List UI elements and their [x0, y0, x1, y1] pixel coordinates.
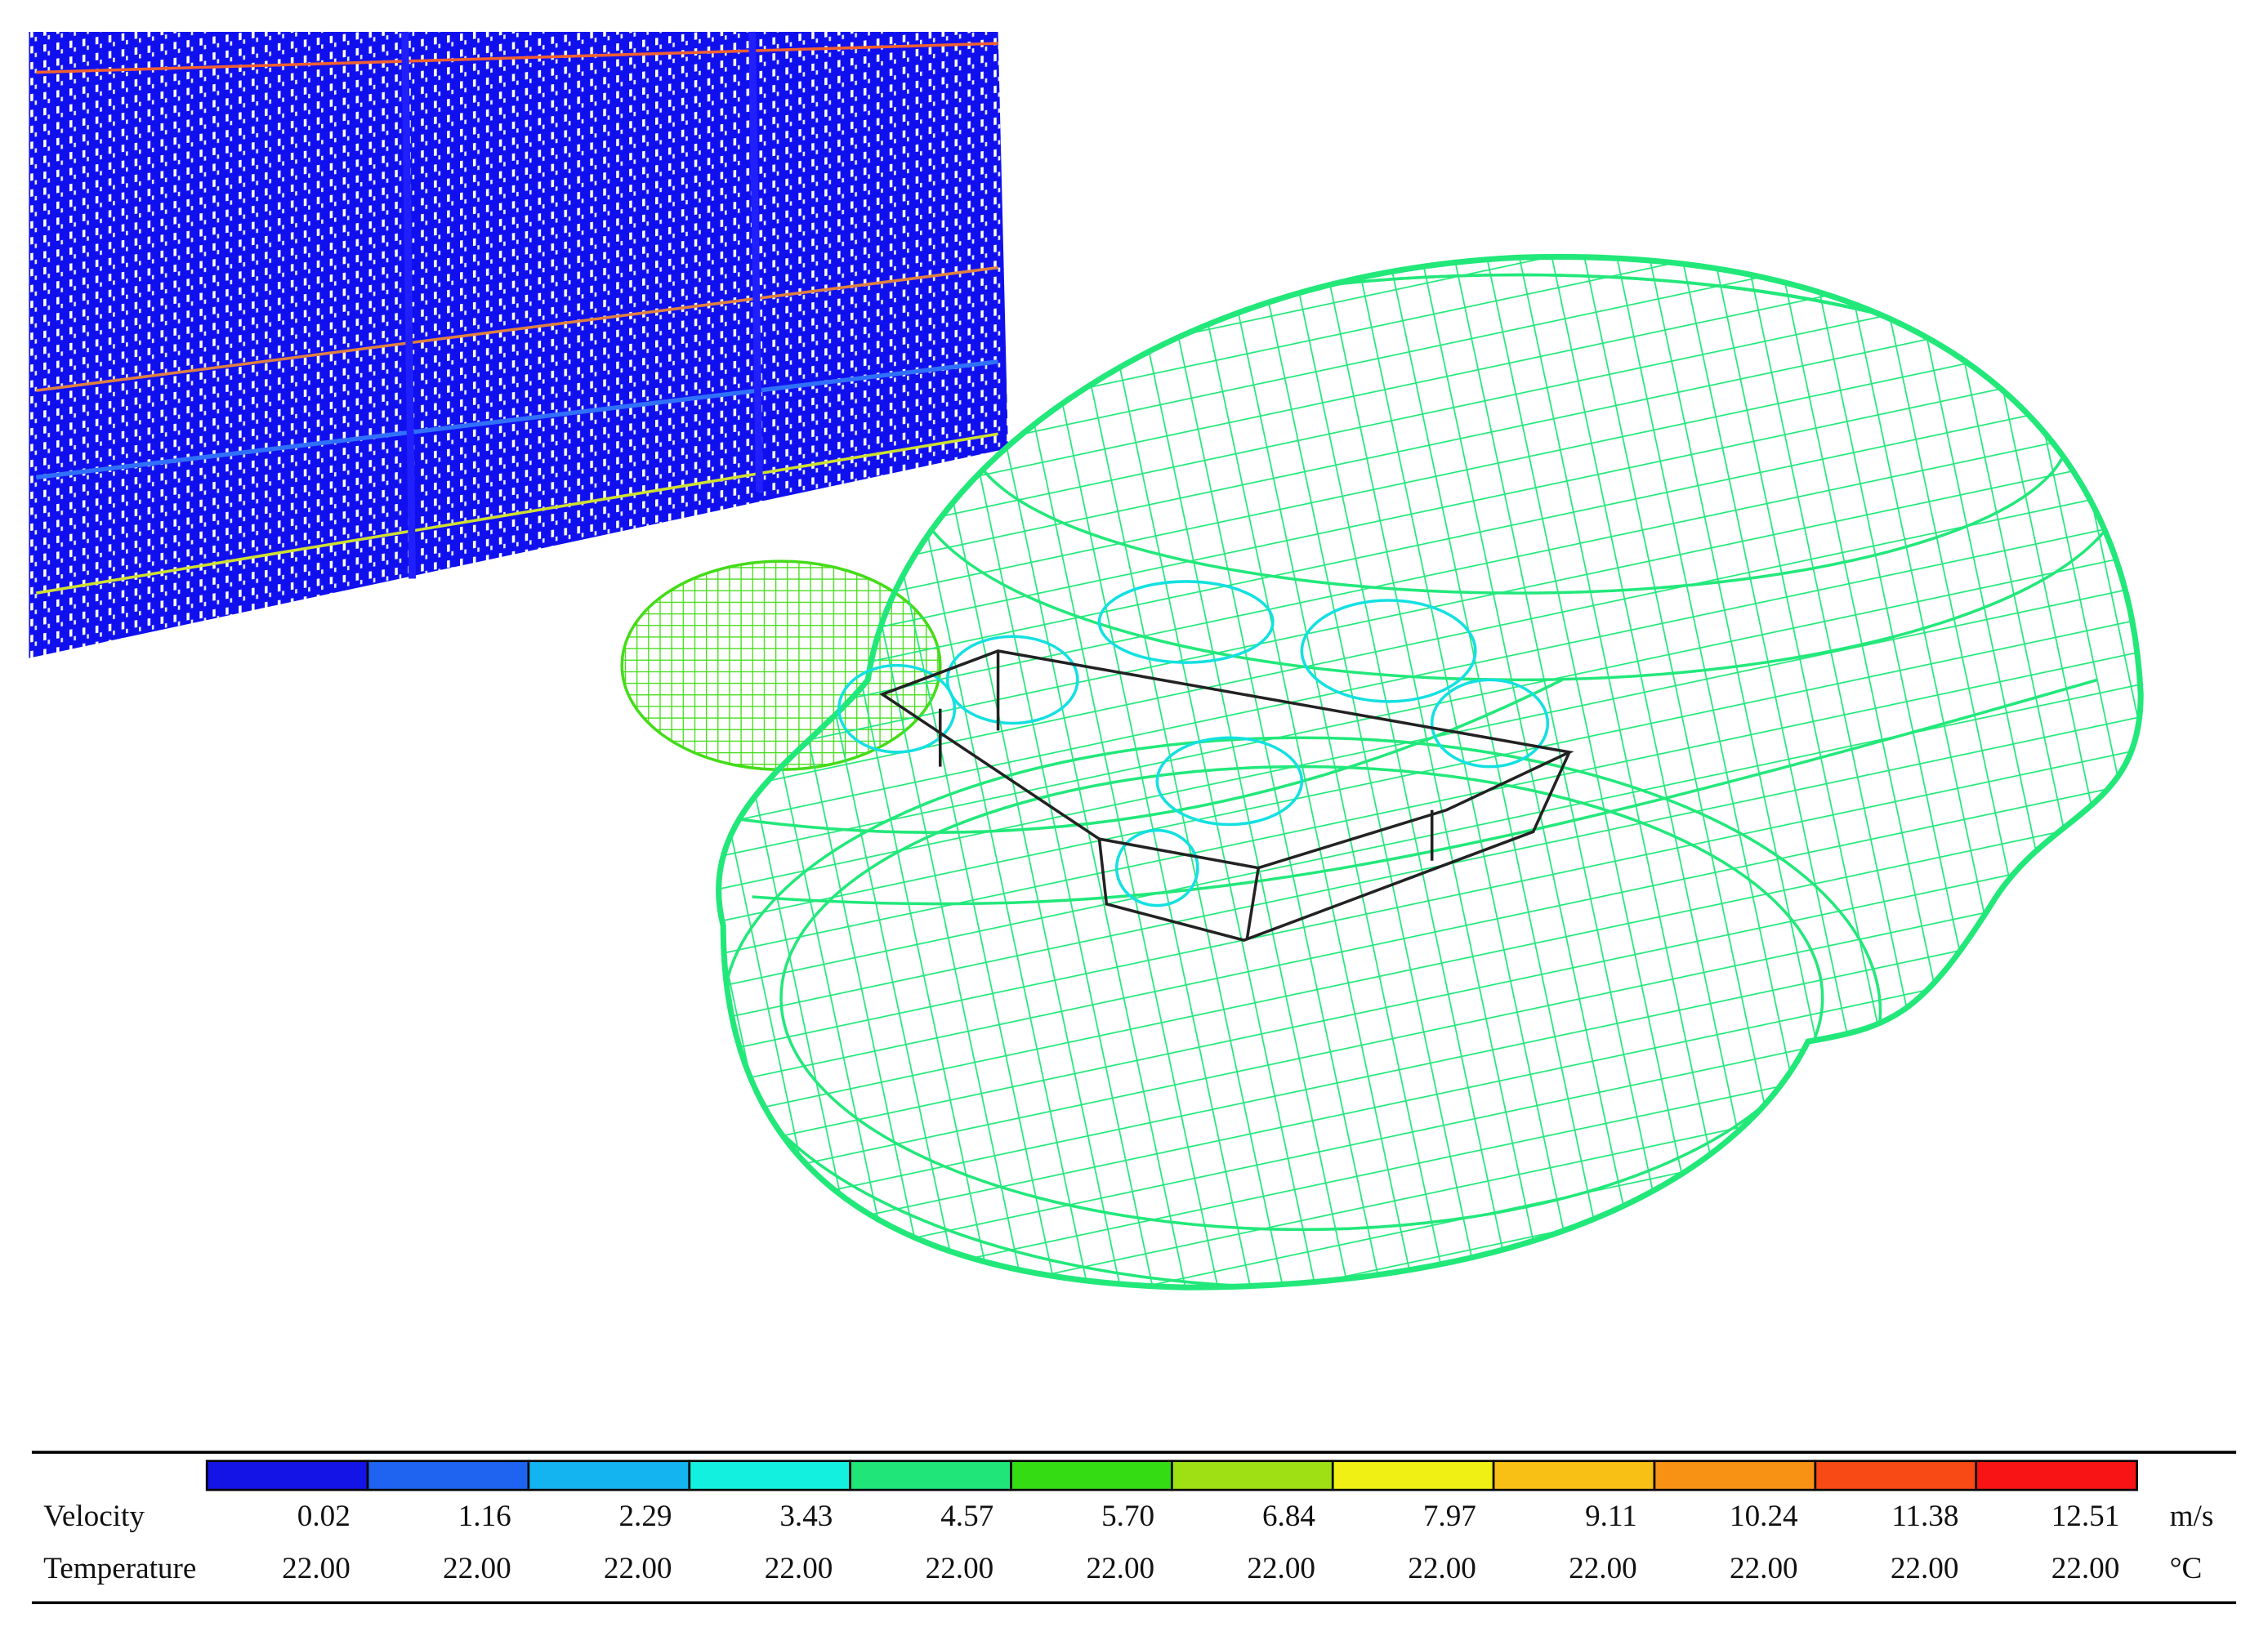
row-value: 11.38 [1891, 1500, 1958, 1533]
legend-swatch [1492, 1460, 1656, 1491]
legend-swatch [527, 1460, 691, 1491]
row-value: 22.00 [1569, 1552, 1637, 1585]
row-value: 22.00 [926, 1552, 994, 1585]
row-value: 5.70 [1101, 1500, 1154, 1533]
row-label: Temperature [43, 1552, 196, 1585]
legend-swatch [205, 1460, 369, 1491]
row-value: 22.00 [604, 1552, 672, 1585]
row-value: 3.43 [779, 1500, 833, 1533]
legend-swatch [1653, 1460, 1817, 1491]
row-value: 4.57 [940, 1500, 993, 1533]
legend-swatch [1814, 1460, 1978, 1491]
row-value: 22.00 [2051, 1552, 2120, 1585]
car-wireframe [620, 253, 2144, 1291]
row-value: 22.00 [443, 1552, 511, 1585]
row-unit: m/s [2170, 1500, 2214, 1533]
row-value: 22.00 [1408, 1552, 1476, 1585]
row-value: 22.00 [1247, 1552, 1315, 1585]
mesh-block [29, 31, 1008, 658]
legend-swatch [1171, 1460, 1334, 1491]
row-label: Velocity [43, 1500, 145, 1533]
row-value: 2.29 [618, 1500, 672, 1533]
row-value: 10.24 [1730, 1500, 1798, 1533]
legend-swatch [688, 1460, 851, 1491]
row-value: 12.51 [2051, 1500, 2120, 1533]
row-value: 1.16 [458, 1500, 511, 1533]
legend: Velocity 0.02 1.16 2.29 3.43 4.57 5.70 6.84 7.97… [31, 1451, 2237, 1605]
legend-swatch [1331, 1460, 1495, 1491]
row-value: 22.00 [765, 1552, 833, 1585]
legend-swatch [1010, 1460, 1173, 1491]
row-value: 6.84 [1262, 1500, 1315, 1533]
row-unit: °C [2170, 1552, 2203, 1585]
legend-swatch [1975, 1460, 2138, 1491]
row-value: 22.00 [1891, 1552, 1959, 1585]
row-value: 9.11 [1585, 1500, 1637, 1533]
legend-swatch [849, 1460, 1012, 1491]
row-value: 22.00 [1730, 1552, 1798, 1585]
row-value: 7.97 [1423, 1500, 1476, 1533]
row-value: 22.00 [282, 1552, 350, 1585]
row-value: 22.00 [1087, 1552, 1155, 1585]
row-value: 0.02 [297, 1500, 350, 1533]
legend-swatch [366, 1460, 530, 1491]
